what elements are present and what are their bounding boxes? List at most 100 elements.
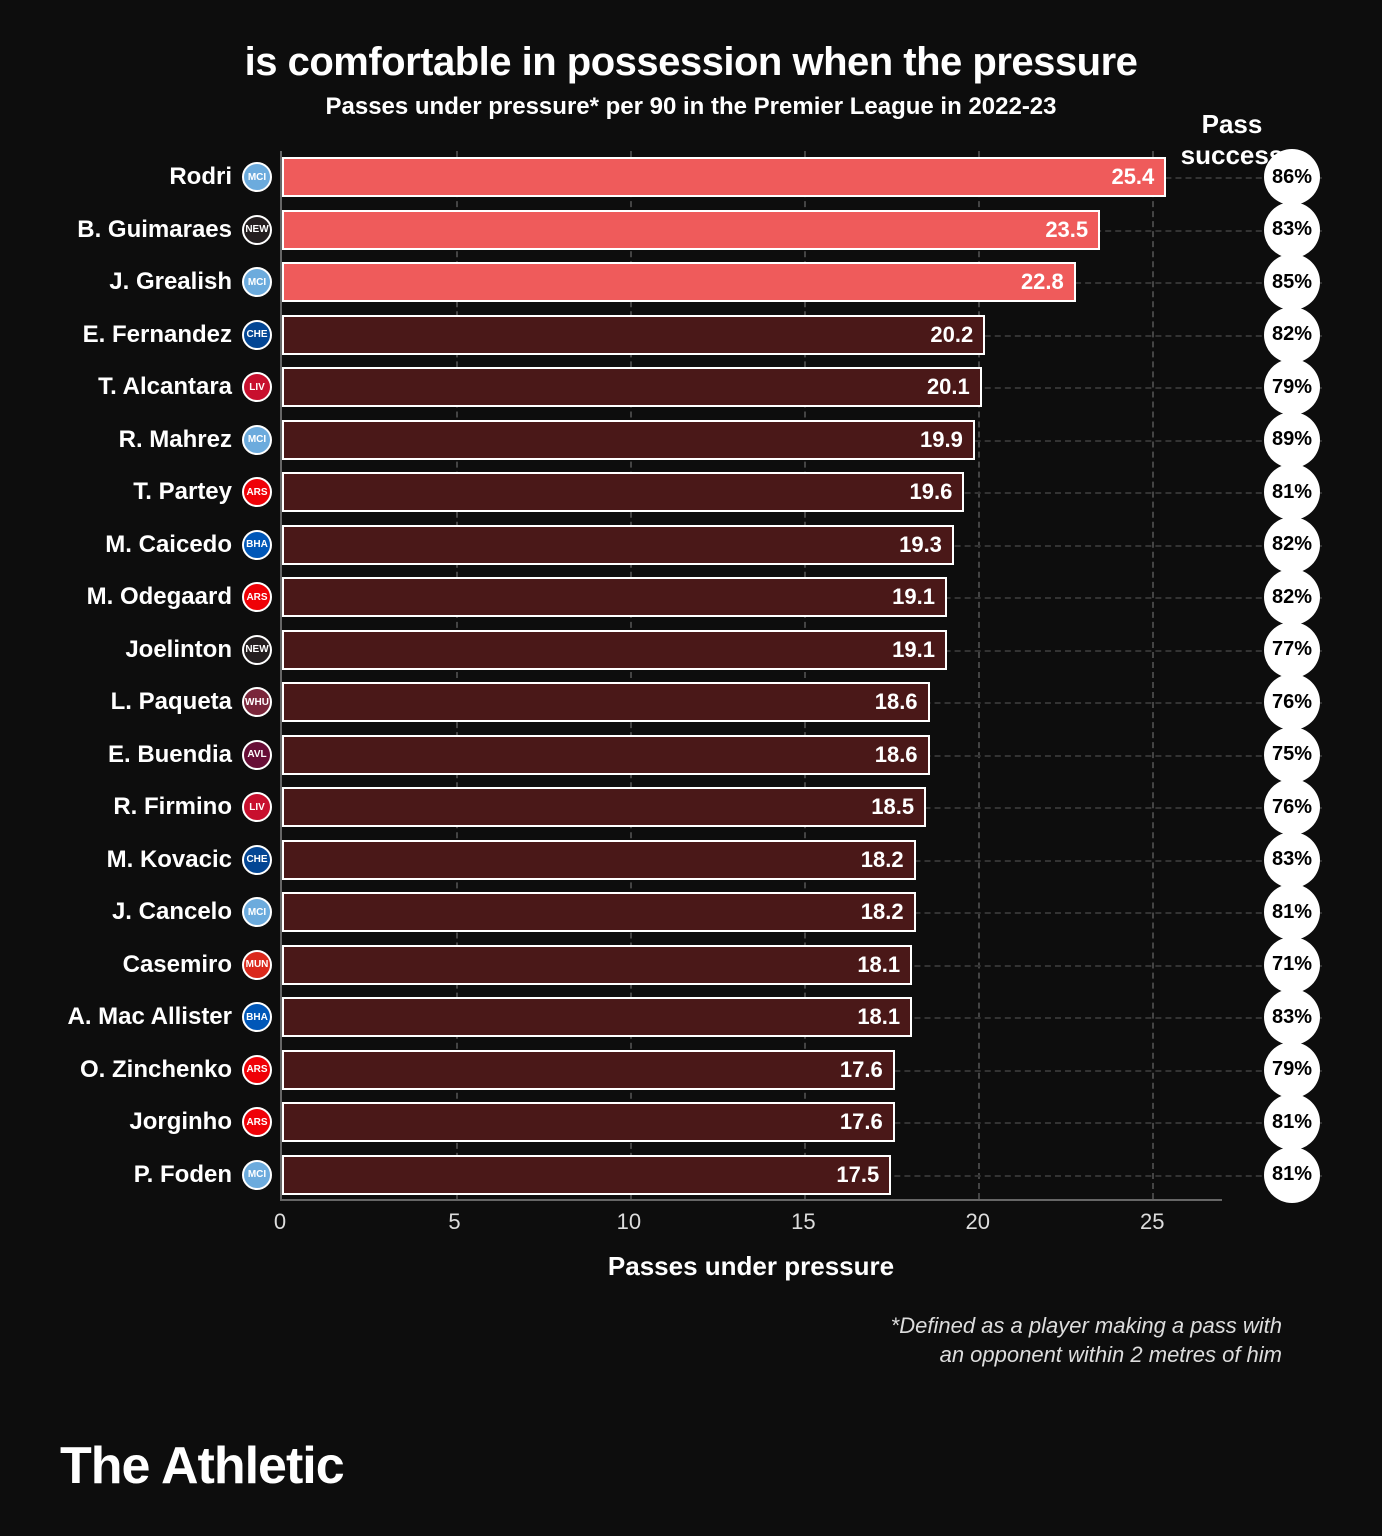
bar-value: 18.5: [871, 794, 914, 820]
pass-success-pill: 82%: [1264, 569, 1320, 625]
footnote-line-1: *Defined as a player making a pass with: [60, 1312, 1282, 1341]
player-name: E. Fernandez: [32, 321, 232, 349]
bar: 19.1: [282, 577, 947, 617]
player-name: O. Zinchenko: [32, 1056, 232, 1084]
bar-row: T. ParteyARS19.681%: [282, 466, 1222, 518]
team-badge-icon: NEW: [242, 215, 272, 245]
team-badge-icon: CHE: [242, 845, 272, 875]
bar: 25.4: [282, 157, 1166, 197]
x-tick-label: 25: [1140, 1209, 1164, 1235]
bar-row: JorginhoARS17.681%: [282, 1096, 1222, 1148]
bar-row: A. Mac AllisterBHA18.183%: [282, 991, 1222, 1043]
bar-row: R. MahrezMCI19.989%: [282, 414, 1222, 466]
pass-success-pill: 76%: [1264, 779, 1320, 835]
bar-value: 19.1: [892, 584, 935, 610]
bar-value: 18.6: [875, 689, 918, 715]
player-name: P. Foden: [32, 1161, 232, 1189]
team-badge-icon: MCI: [242, 162, 272, 192]
bar-row: R. FirminoLIV18.576%: [282, 781, 1222, 833]
player-name: T. Alcantara: [32, 373, 232, 401]
x-tick-label: 0: [274, 1209, 286, 1235]
player-name: B. Guimaraes: [32, 216, 232, 244]
bar: 18.6: [282, 682, 930, 722]
bar-row: J. GrealishMCI22.885%: [282, 256, 1222, 308]
bar: 19.1: [282, 630, 947, 670]
pass-success-pill: 83%: [1264, 202, 1320, 258]
pass-success-pill: 79%: [1264, 1042, 1320, 1098]
player-name: A. Mac Allister: [32, 1003, 232, 1031]
pass-success-pill: 76%: [1264, 674, 1320, 730]
bar-row: J. CanceloMCI18.281%: [282, 886, 1222, 938]
bar-row: E. FernandezCHE20.282%: [282, 309, 1222, 361]
x-axis-ticks: 0510152025: [280, 1201, 1222, 1241]
bar: 19.9: [282, 420, 975, 460]
chart-title: is comfortable in possession when the pr…: [60, 40, 1322, 85]
bar-value: 18.1: [857, 952, 900, 978]
bar: 18.5: [282, 787, 926, 827]
bar: 23.5: [282, 210, 1100, 250]
chart-subtitle: Passes under pressure* per 90 in the Pre…: [60, 93, 1322, 121]
bar: 17.6: [282, 1050, 895, 1090]
bar: 22.8: [282, 262, 1076, 302]
team-badge-icon: CHE: [242, 320, 272, 350]
player-name: E. Buendia: [32, 741, 232, 769]
player-name: Jorginho: [32, 1108, 232, 1136]
player-name: Joelinton: [32, 636, 232, 664]
x-tick-label: 15: [791, 1209, 815, 1235]
team-badge-icon: BHA: [242, 530, 272, 560]
pass-success-pill: 75%: [1264, 727, 1320, 783]
bar-row: L. PaquetaWHU18.676%: [282, 676, 1222, 728]
bar-value: 19.1: [892, 637, 935, 663]
team-badge-icon: WHU: [242, 687, 272, 717]
bar-row: M. KovacicCHE18.283%: [282, 834, 1222, 886]
bar-row: JoelintonNEW19.177%: [282, 624, 1222, 676]
bar-value: 23.5: [1045, 217, 1088, 243]
pass-success-pill: 83%: [1264, 832, 1320, 888]
bar-row: M. CaicedoBHA19.382%: [282, 519, 1222, 571]
bar-value: 18.1: [857, 1004, 900, 1030]
x-tick-label: 20: [966, 1209, 990, 1235]
team-badge-icon: MCI: [242, 897, 272, 927]
bar-value: 17.6: [840, 1109, 883, 1135]
player-name: J. Cancelo: [32, 898, 232, 926]
footnote-line-2: an opponent within 2 metres of him: [60, 1341, 1282, 1370]
pass-success-pill: 81%: [1264, 464, 1320, 520]
x-tick-label: 5: [448, 1209, 460, 1235]
bar: 18.1: [282, 945, 912, 985]
bar-row: E. BuendiaAVL18.675%: [282, 729, 1222, 781]
bar: 20.1: [282, 367, 982, 407]
bar-value: 18.2: [861, 899, 904, 925]
player-name: R. Firmino: [32, 793, 232, 821]
bar: 18.6: [282, 735, 930, 775]
pass-success-pill: 82%: [1264, 307, 1320, 363]
pass-success-pill: 79%: [1264, 359, 1320, 415]
team-badge-icon: LIV: [242, 372, 272, 402]
player-name: M. Caicedo: [32, 531, 232, 559]
pass-success-pill: 77%: [1264, 622, 1320, 678]
bar: 19.6: [282, 472, 964, 512]
bar-value: 19.6: [910, 479, 953, 505]
pass-success-pill: 82%: [1264, 517, 1320, 573]
bar-row: B. GuimaraesNEW23.583%: [282, 204, 1222, 256]
bar-row: P. FodenMCI17.581%: [282, 1149, 1222, 1201]
bar: 18.1: [282, 997, 912, 1037]
plot-area: RodriMCI25.486%B. GuimaraesNEW23.583%J. …: [280, 151, 1222, 1201]
player-name: Rodri: [32, 163, 232, 191]
bar: 19.3: [282, 525, 954, 565]
chart-footnote: *Defined as a player making a pass with …: [60, 1312, 1282, 1369]
player-name: Casemiro: [32, 951, 232, 979]
brand-logo: The Athletic: [60, 1436, 344, 1496]
bar-value: 17.5: [836, 1162, 879, 1188]
bar-row: T. AlcantaraLIV20.179%: [282, 361, 1222, 413]
team-badge-icon: BHA: [242, 1002, 272, 1032]
bar: 20.2: [282, 315, 985, 355]
team-badge-icon: MCI: [242, 1160, 272, 1190]
player-name: M. Odegaard: [32, 583, 232, 611]
team-badge-icon: ARS: [242, 477, 272, 507]
team-badge-icon: AVL: [242, 740, 272, 770]
bar-value: 17.6: [840, 1057, 883, 1083]
bar-value: 18.6: [875, 742, 918, 768]
bar-row: M. OdegaardARS19.182%: [282, 571, 1222, 623]
pass-success-pill: 86%: [1264, 149, 1320, 205]
pass-success-pill: 81%: [1264, 884, 1320, 940]
